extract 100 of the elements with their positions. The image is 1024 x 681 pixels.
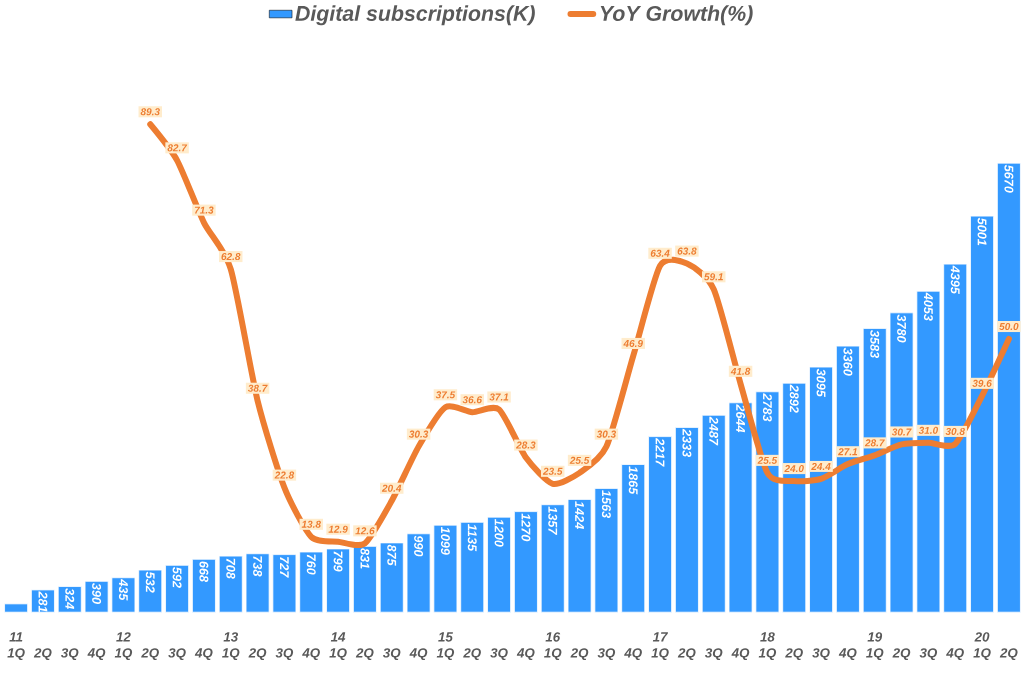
x-tick-label: 14 1Q xyxy=(329,632,347,660)
data-label: 89.3 xyxy=(140,108,160,116)
data-label: 2333 xyxy=(682,428,692,457)
data-label: 1270 xyxy=(521,513,531,541)
bar xyxy=(352,545,377,613)
data-label: 30.8 xyxy=(945,427,965,435)
data-label: 28.7 xyxy=(864,439,885,447)
x-tick-label: 3Q xyxy=(490,647,508,660)
bar xyxy=(594,487,619,613)
x-tick-label: 4Q xyxy=(302,647,320,660)
data-label: 390 xyxy=(92,582,102,604)
data-label: 831 xyxy=(360,547,370,569)
x-tick-label: 18 1Q xyxy=(758,631,777,660)
data-label: 25.5 xyxy=(569,456,590,464)
bar xyxy=(84,580,109,613)
data-label: 41.8 xyxy=(730,367,751,375)
x-tick-label: 4Q xyxy=(516,647,535,660)
data-label: 1200 xyxy=(494,518,504,547)
bar xyxy=(299,551,324,613)
data-label: 39.6 xyxy=(972,379,992,387)
x-tick-label: 2Q xyxy=(785,647,803,660)
data-label: 3360 xyxy=(843,347,853,376)
bar xyxy=(245,553,270,613)
data-label: 324 xyxy=(65,587,75,609)
data-label: 82.7 xyxy=(167,144,188,152)
x-tick-label: 3Q xyxy=(704,647,723,660)
x-tick-label: 17 1Q xyxy=(651,632,669,660)
data-label: 20.4 xyxy=(381,484,402,492)
x-tick-label: 2Q xyxy=(892,647,911,660)
data-label: 25.5 xyxy=(757,456,778,464)
data-label: 2783 xyxy=(762,392,772,422)
bar xyxy=(567,498,592,613)
bar xyxy=(433,524,458,613)
data-label: 30.3 xyxy=(596,430,617,438)
x-tick-label: 15 1Q xyxy=(436,632,455,660)
x-tick-label: 3Q xyxy=(919,647,938,660)
x-tick-label: 2Q xyxy=(248,647,267,660)
data-label: 37.5 xyxy=(435,391,456,399)
data-label: 59.1 xyxy=(704,273,723,281)
data-label: 3780 xyxy=(897,314,907,343)
data-label: 63.8 xyxy=(677,247,697,255)
data-label: 738 xyxy=(253,555,263,577)
data-label: 3095 xyxy=(816,368,826,397)
bar xyxy=(996,162,1021,613)
bar xyxy=(701,414,726,613)
x-tick-label: 3Q xyxy=(275,647,294,660)
bar xyxy=(326,548,351,613)
x-tick-label: 2Q xyxy=(999,647,1018,660)
data-label: 799 xyxy=(333,551,343,572)
x-tick-label: 3Q xyxy=(597,647,616,660)
data-label: 2892 xyxy=(789,384,799,413)
bar xyxy=(111,577,136,613)
data-label: 1135 xyxy=(467,523,477,552)
x-tick-label: 19 1Q xyxy=(866,631,884,660)
data-label: 1424 xyxy=(575,500,584,529)
bar xyxy=(755,391,780,613)
x-tick-label: 4Q xyxy=(194,647,213,660)
data-label: 12.6 xyxy=(355,527,375,535)
data-label: 1099 xyxy=(440,526,450,555)
bar xyxy=(272,553,297,613)
data-label: 990 xyxy=(414,535,424,557)
data-label: 24.4 xyxy=(811,462,831,470)
x-tick-label: 2Q xyxy=(463,647,481,660)
bar xyxy=(970,215,994,613)
data-label: 875 xyxy=(387,544,397,566)
x-tick-label: 4Q xyxy=(409,647,428,660)
data-label: 668 xyxy=(199,561,209,582)
data-label: 71.3 xyxy=(194,206,214,214)
bar xyxy=(138,569,163,613)
data-label: 13.8 xyxy=(301,520,321,528)
data-label: 38.7 xyxy=(247,384,268,392)
data-label: 24.0 xyxy=(784,464,804,472)
bar xyxy=(165,564,190,613)
bar xyxy=(540,504,565,613)
bar xyxy=(889,312,914,613)
x-tick-label: 2Q xyxy=(33,647,52,660)
data-label: 5001 xyxy=(977,217,987,245)
data-label: 1563 xyxy=(601,489,611,518)
bar xyxy=(782,382,807,613)
data-label: 36.6 xyxy=(462,395,483,404)
bar xyxy=(460,521,485,613)
x-tick-label: 16 1Q xyxy=(544,631,562,660)
data-label: 22.8 xyxy=(274,471,295,479)
data-label: 23.5 xyxy=(542,467,563,475)
bar xyxy=(674,426,699,613)
data-label: 3583 xyxy=(870,329,880,358)
bar xyxy=(4,603,29,613)
data-label: 28.3 xyxy=(516,441,536,449)
data-label: 30.3 xyxy=(408,430,429,438)
x-tick-label: 3Q xyxy=(168,647,186,660)
x-tick-label: 3Q xyxy=(812,647,830,660)
x-tick-label: 4Q xyxy=(731,647,750,660)
bar xyxy=(191,558,216,613)
data-label: 63.4 xyxy=(650,249,670,257)
x-tick-label: 2Q xyxy=(355,647,374,660)
x-tick-label: 4Q xyxy=(87,647,106,660)
x-tick-label: 3Q xyxy=(60,647,79,660)
data-label: 708 xyxy=(226,558,236,579)
data-label: 50.0 xyxy=(999,322,1019,330)
x-tick-label: 13 1Q xyxy=(222,631,240,660)
